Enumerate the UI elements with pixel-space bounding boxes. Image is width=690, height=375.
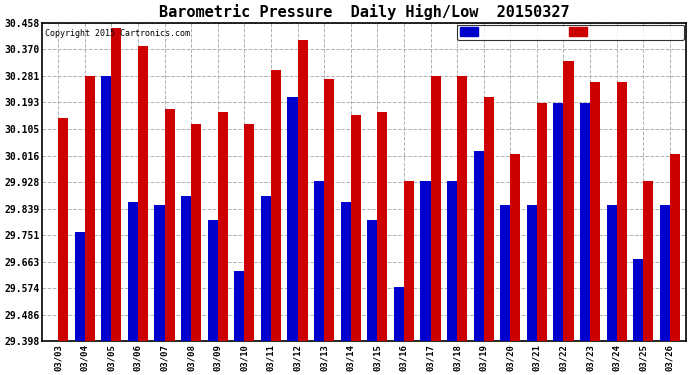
Bar <box>607 206 617 341</box>
Bar <box>128 202 138 341</box>
Bar <box>218 112 228 341</box>
Title: Barometric Pressure  Daily High/Low  20150327: Barometric Pressure Daily High/Low 20150… <box>159 4 569 20</box>
Bar <box>244 124 255 341</box>
Bar <box>473 151 484 341</box>
Bar <box>314 182 324 341</box>
Bar <box>537 103 547 341</box>
Bar <box>191 124 201 341</box>
Bar <box>164 109 175 341</box>
Bar <box>138 46 148 341</box>
Bar <box>234 272 244 341</box>
Bar <box>484 97 494 341</box>
Bar <box>181 196 191 341</box>
Bar <box>208 220 218 341</box>
Bar <box>633 260 643 341</box>
Bar <box>670 154 680 341</box>
Bar <box>617 82 627 341</box>
Bar <box>526 206 537 341</box>
Legend: Low  (Inches/Hg), High  (Inches/Hg): Low (Inches/Hg), High (Inches/Hg) <box>457 24 684 40</box>
Bar <box>48 340 58 341</box>
Bar <box>457 76 467 341</box>
Bar <box>643 182 653 341</box>
Bar <box>500 206 511 341</box>
Bar <box>75 232 85 341</box>
Bar <box>58 118 68 341</box>
Bar <box>394 286 404 341</box>
Bar <box>155 206 164 341</box>
Bar <box>590 82 600 341</box>
Bar <box>447 182 457 341</box>
Bar <box>564 61 573 341</box>
Bar <box>511 154 520 341</box>
Bar <box>271 70 281 341</box>
Bar <box>324 79 334 341</box>
Bar <box>351 115 361 341</box>
Bar <box>420 182 431 341</box>
Bar <box>261 196 271 341</box>
Bar <box>377 112 387 341</box>
Bar <box>288 97 297 341</box>
Bar <box>297 40 308 341</box>
Bar <box>431 76 441 341</box>
Bar <box>553 103 564 341</box>
Text: Copyright 2015 Cartronics.com: Copyright 2015 Cartronics.com <box>46 29 190 38</box>
Bar <box>111 28 121 341</box>
Bar <box>101 76 111 341</box>
Bar <box>580 103 590 341</box>
Bar <box>367 220 377 341</box>
Bar <box>660 206 670 341</box>
Bar <box>341 202 351 341</box>
Bar <box>85 76 95 341</box>
Bar <box>404 182 414 341</box>
